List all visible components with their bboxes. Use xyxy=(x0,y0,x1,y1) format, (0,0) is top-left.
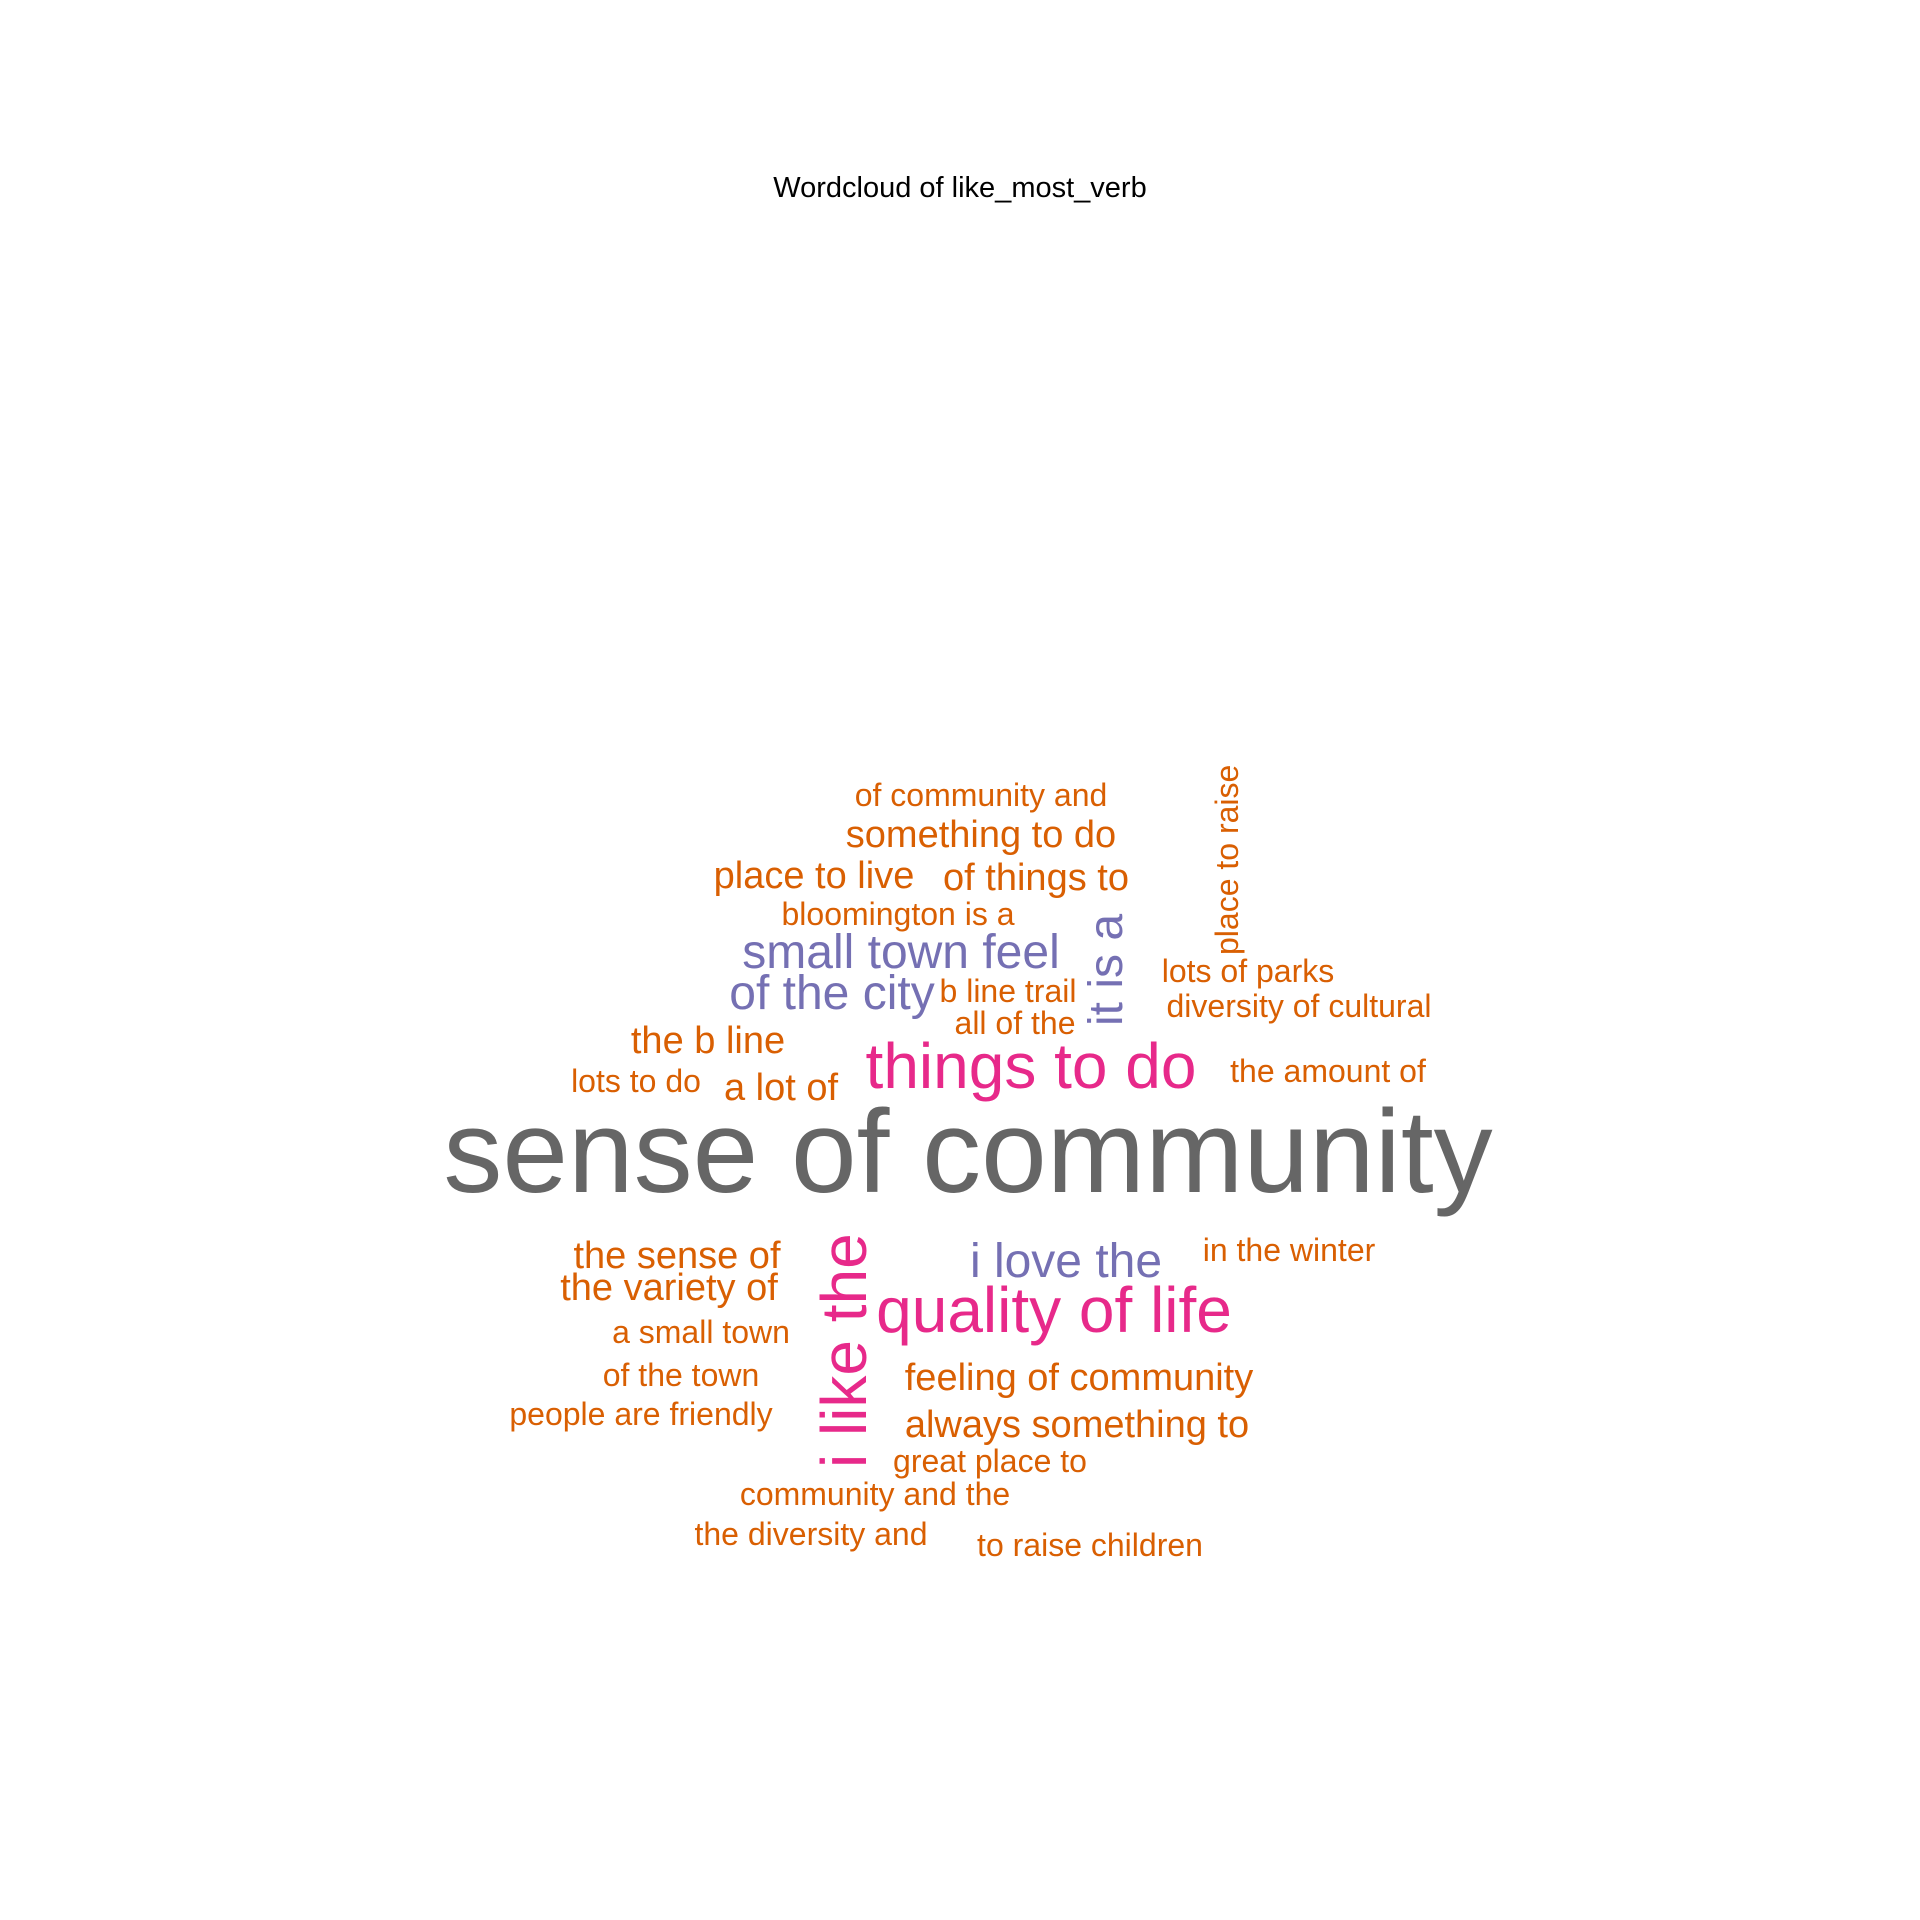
word-place-to-raise: place to raise xyxy=(1209,765,1245,955)
word-quality-of-life: quality of life xyxy=(876,1274,1232,1346)
word-the-sense-of: the sense of xyxy=(573,1235,780,1277)
word-of-things-to: of things to xyxy=(943,857,1129,899)
word-the-variety-of: the variety of xyxy=(560,1267,778,1309)
word-small-town-feel: small town feel xyxy=(742,926,1059,979)
word-i-love-the: i love the xyxy=(970,1235,1162,1288)
word-lots-of-parks: lots of parks xyxy=(1162,953,1335,989)
word-i-like-the: i like the xyxy=(808,1233,880,1468)
word-place-to-live: place to live xyxy=(714,855,915,897)
word-all-of-the: all of the xyxy=(955,1005,1076,1041)
word-the-diversity-and: the diversity and xyxy=(694,1516,927,1552)
word-a-small-town: a small town xyxy=(612,1314,790,1350)
word-always-something-to: always something to xyxy=(905,1404,1249,1446)
word-of-community-and: of community and xyxy=(855,777,1108,813)
word-the-b-line: the b line xyxy=(631,1020,785,1062)
word-of-the-town: of the town xyxy=(603,1357,760,1393)
word-people-are-friendly: people are friendly xyxy=(509,1396,772,1432)
chart-title: Wordcloud of like_most_verb xyxy=(773,172,1147,204)
word-lots-to-do: lots to do xyxy=(571,1063,701,1099)
word-it-is-a: it is a xyxy=(1080,914,1133,1026)
word-community-and-the: community and the xyxy=(740,1476,1010,1512)
word-b-line-trail: b line trail xyxy=(940,973,1077,1009)
word-great-place-to: great place to xyxy=(893,1443,1087,1479)
word-feeling-of-community: feeling of community xyxy=(905,1357,1254,1399)
word-diversity-of-cultural: diversity of cultural xyxy=(1167,988,1432,1024)
word-sense-of-community: sense of community xyxy=(443,1086,1492,1218)
word-in-the-winter: in the winter xyxy=(1203,1232,1376,1268)
word-to-raise-children: to raise children xyxy=(977,1527,1203,1563)
word-something-to-do: something to do xyxy=(846,814,1116,856)
word-things-to-do: things to do xyxy=(866,1030,1197,1102)
word-of-the-city: of the city xyxy=(729,967,934,1020)
word-the-amount-of: the amount of xyxy=(1230,1053,1426,1089)
word-a-lot-of: a lot of xyxy=(724,1067,839,1109)
word-bloomington-is-a: bloomington is a xyxy=(781,896,1014,932)
